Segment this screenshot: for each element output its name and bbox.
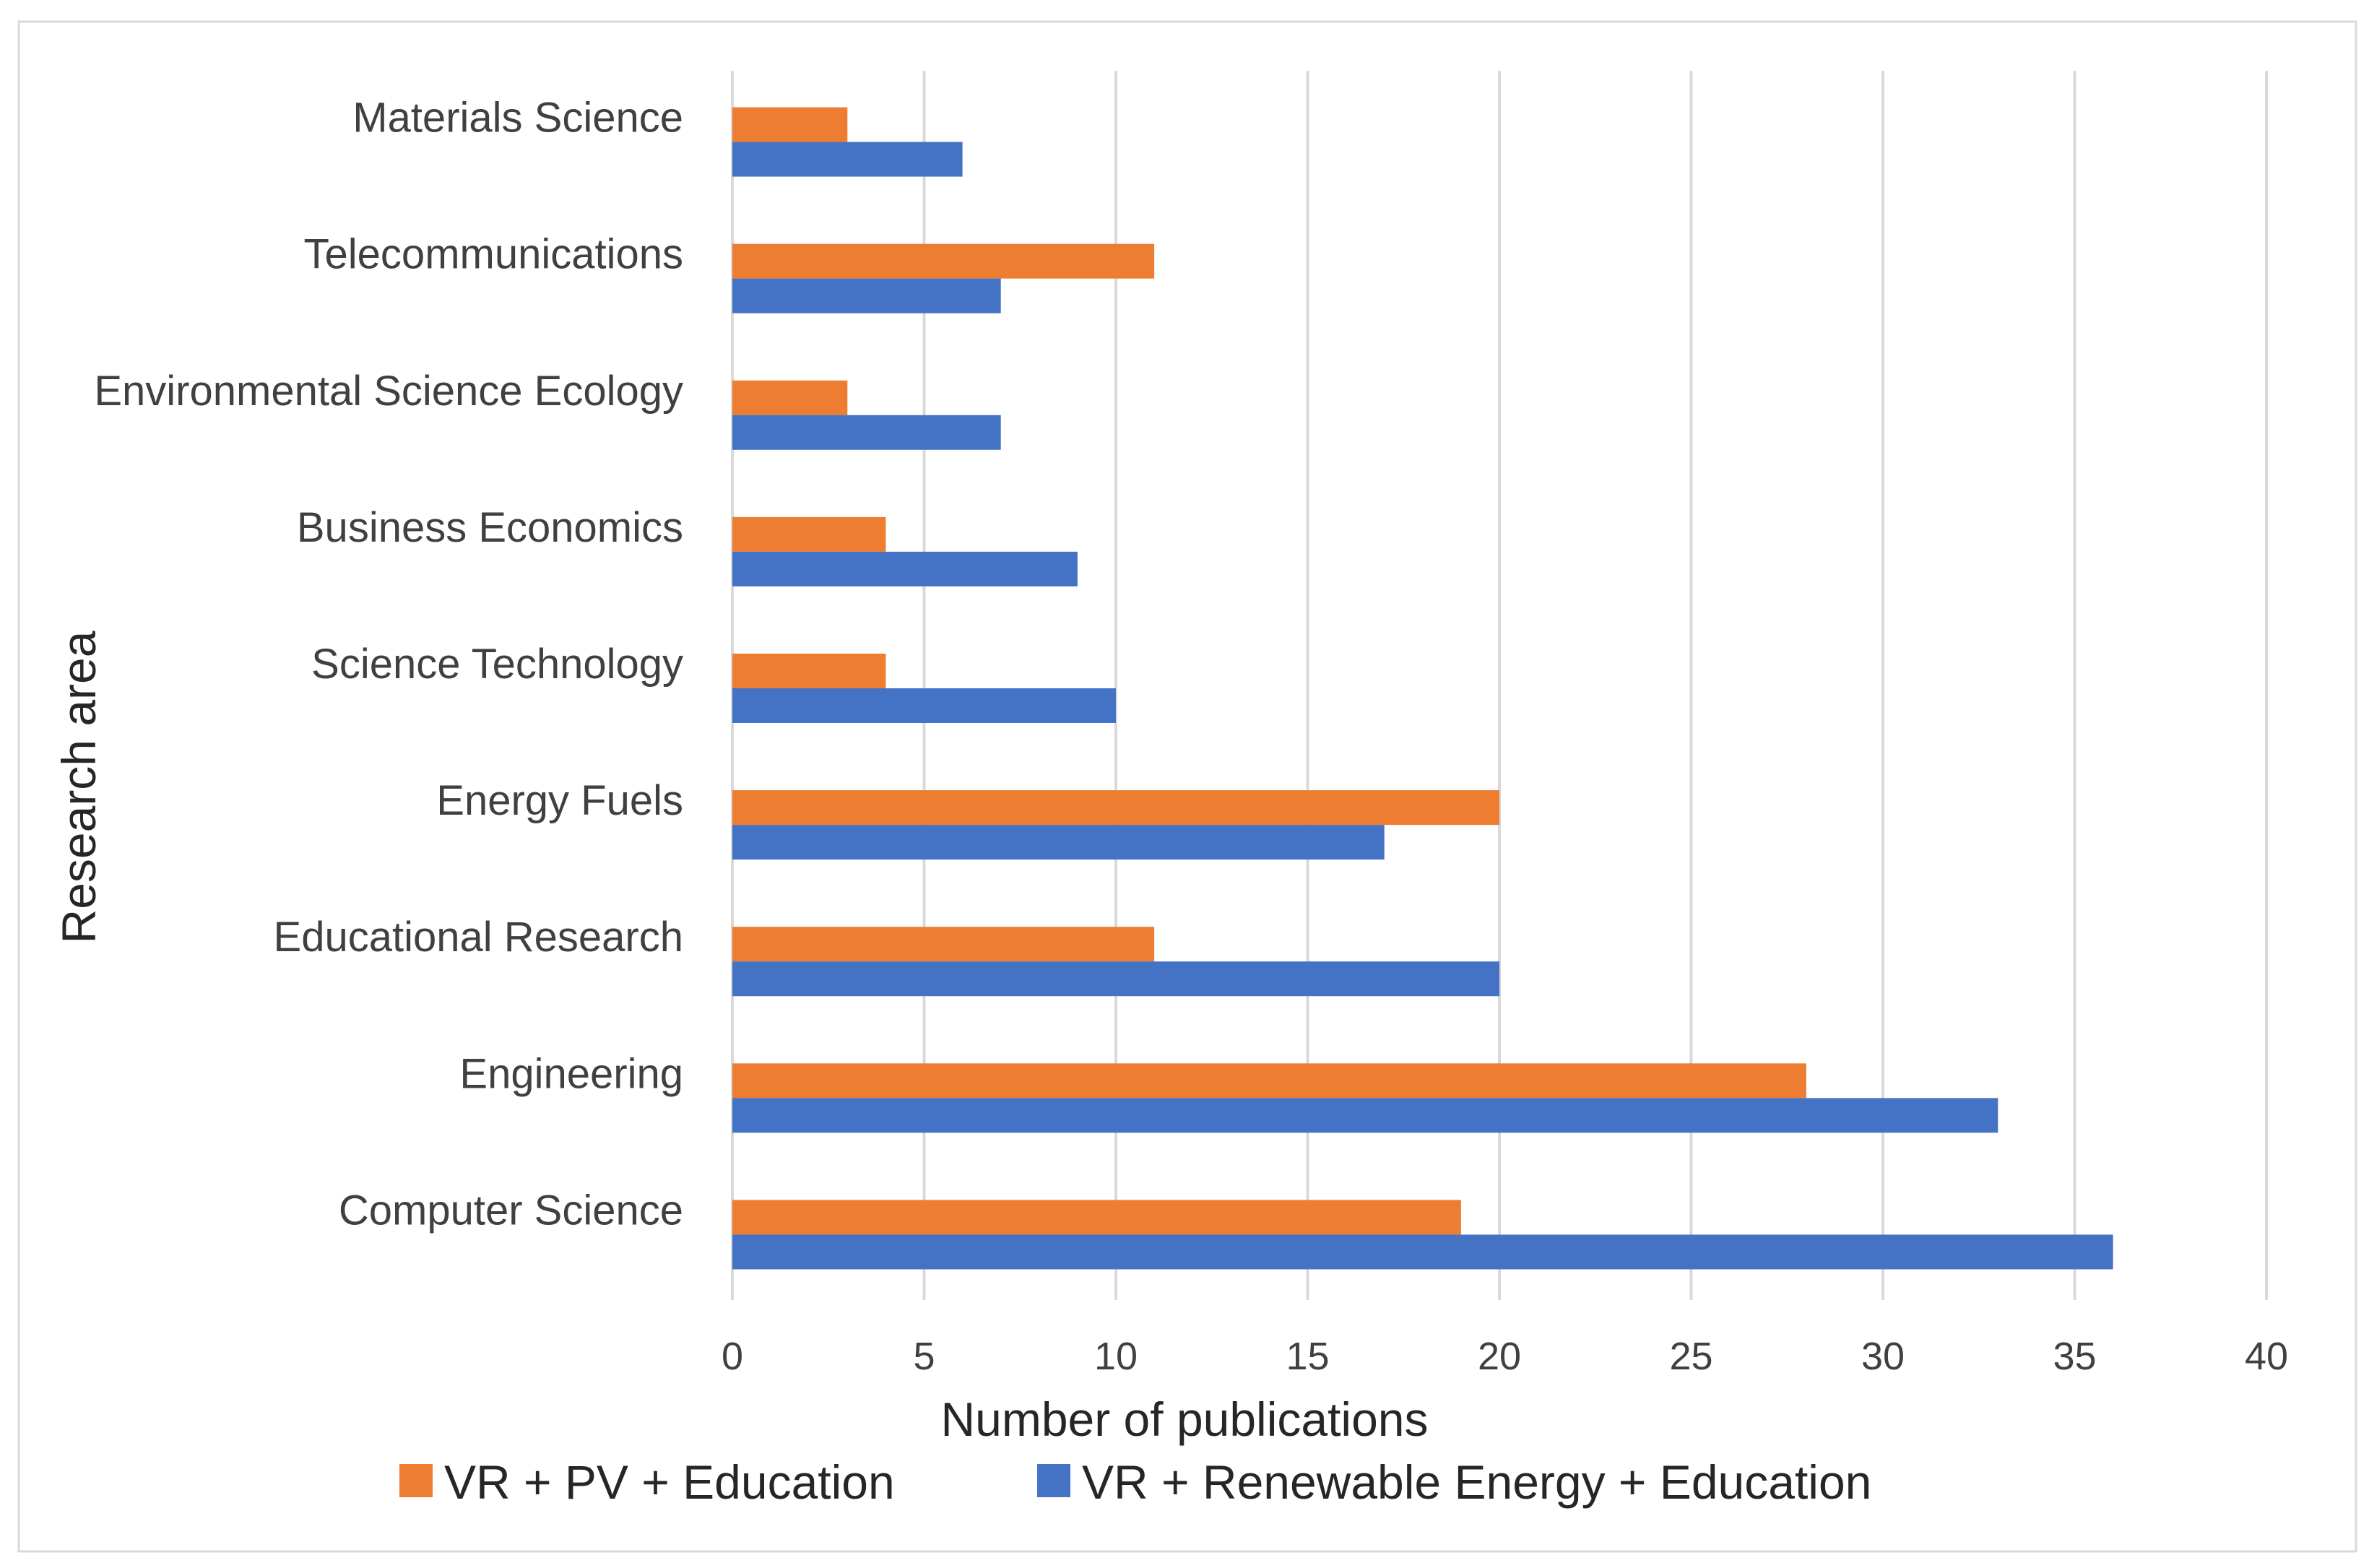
bar-re-science-technology	[732, 688, 1116, 723]
bar-re-educational-research	[732, 961, 1499, 997]
x-tick-label: 15	[1286, 1335, 1329, 1378]
x-axis-title: Number of publications	[940, 1392, 1428, 1446]
bar-re-energy-fuels	[732, 825, 1385, 860]
category-label: Science Technology	[311, 641, 683, 688]
chart-frame	[17, 20, 2357, 1553]
x-tick-label: 0	[722, 1335, 743, 1378]
x-tick-label: 30	[1861, 1335, 1905, 1378]
legend-swatch-pv	[399, 1464, 433, 1497]
bar-re-computer-science	[732, 1234, 2113, 1270]
y-axis-title: Research area	[52, 631, 105, 943]
bar-pv-educational-research	[732, 927, 1155, 962]
category-label: Educational Research	[274, 914, 683, 961]
bar-pv-telecommunications	[732, 243, 1155, 279]
bar-pv-materials-science	[732, 107, 848, 142]
category-label: Computer Science	[339, 1187, 683, 1234]
x-tick-label: 5	[913, 1335, 935, 1378]
category-labels: Materials Science Telecommunications Envir…	[94, 95, 683, 1234]
x-tick-labels: 0 5 10 15 20 25 30 35 40	[722, 1335, 2288, 1378]
category-label: Materials Science	[352, 95, 683, 142]
legend-label-re: VR + Renewable Energy + Education	[1082, 1455, 1871, 1509]
bar-re-environmental-science-ecology	[732, 415, 1001, 450]
x-tick-label: 35	[2053, 1335, 2096, 1378]
bar-pv-business-economics	[732, 516, 886, 552]
category-label: Telecommunications	[304, 231, 683, 278]
category-label: Environmental Science Ecology	[94, 368, 683, 415]
bar-pv-energy-fuels	[732, 790, 1499, 826]
x-tick-label: 25	[1669, 1335, 1712, 1378]
category-label: Energy Fuels	[436, 777, 683, 824]
bar-pv-engineering	[732, 1063, 1806, 1099]
bar-re-engineering	[732, 1098, 1998, 1133]
legend-item-re: VR + Renewable Energy + Education	[1037, 1455, 1871, 1509]
category-label: Engineering	[459, 1050, 683, 1097]
legend: VR + PV + Education VR + Renewable Energ…	[399, 1455, 1871, 1509]
legend-swatch-re	[1037, 1464, 1070, 1497]
bar-pv-science-technology	[732, 654, 886, 688]
bar-re-business-economics	[732, 551, 1078, 586]
bar-re-materials-science	[732, 142, 963, 177]
legend-item-pv: VR + PV + Education	[399, 1455, 895, 1509]
bar-re-telecommunications	[732, 278, 1001, 313]
bar-pv-environmental-science-ecology	[732, 380, 848, 415]
x-tick-label: 20	[1478, 1335, 1521, 1378]
category-label: Business Economics	[297, 504, 683, 551]
legend-label-pv: VR + PV + Education	[444, 1455, 895, 1509]
bar-pv-computer-science	[732, 1200, 1461, 1235]
x-tick-label: 10	[1094, 1335, 1138, 1378]
x-tick-label: 40	[2245, 1335, 2288, 1378]
bars	[732, 107, 2113, 1270]
